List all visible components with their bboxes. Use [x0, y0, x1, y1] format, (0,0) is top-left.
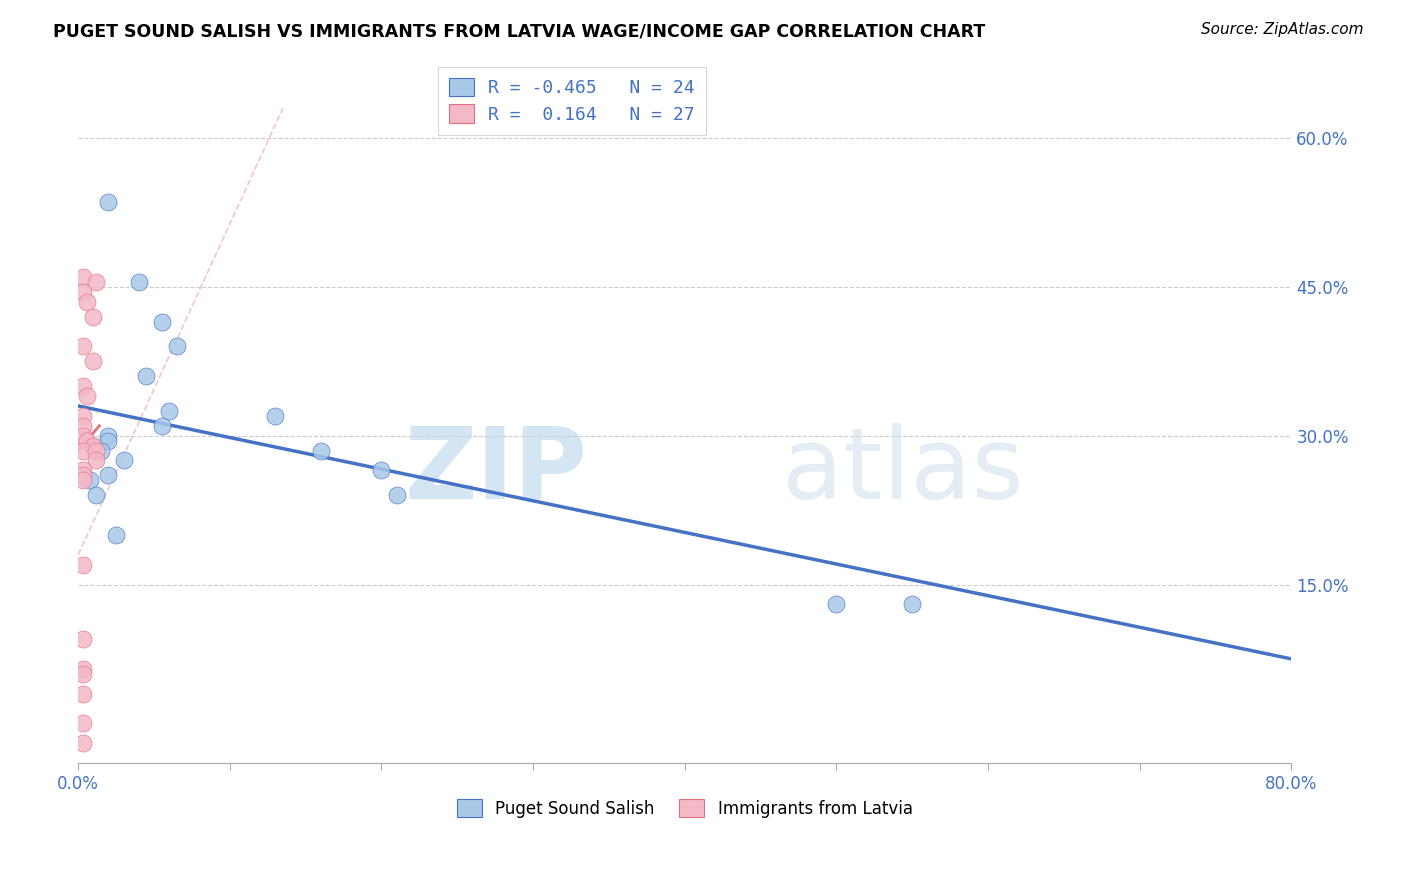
Point [86, 443, 108, 458]
Point [97, 195, 120, 210]
Point [82, 354, 104, 368]
Text: atlas: atlas [782, 423, 1024, 520]
Point [82, 439, 104, 453]
Point [72, 468, 94, 483]
Point [825, 598, 848, 612]
Text: PUGET SOUND SALISH VS IMMIGRANTS FROM LATVIA WAGE/INCOME GAP CORRELATION CHART: PUGET SOUND SALISH VS IMMIGRANTS FROM LA… [53, 22, 986, 40]
Point [72, 339, 94, 353]
Point [72, 632, 94, 646]
Text: Source: ZipAtlas.com: Source: ZipAtlas.com [1201, 22, 1364, 37]
Point [385, 488, 408, 502]
Point [76, 389, 98, 403]
Point [76, 294, 98, 309]
Point [82, 310, 104, 324]
Point [157, 404, 180, 418]
Point [97, 434, 120, 448]
Point [105, 528, 128, 542]
Point [97, 468, 120, 483]
Point [86, 275, 108, 289]
Point [72, 285, 94, 299]
Point [72, 463, 94, 477]
Point [264, 409, 287, 423]
Point [72, 428, 94, 442]
Point [166, 339, 188, 353]
Point [72, 662, 94, 676]
Point [72, 687, 94, 701]
Point [72, 736, 94, 750]
Point [72, 716, 94, 731]
Point [86, 488, 108, 502]
Point [97, 428, 120, 442]
Point [72, 558, 94, 572]
Point [72, 269, 94, 284]
Point [72, 418, 94, 433]
Point [150, 418, 173, 433]
Point [86, 453, 108, 467]
Point [76, 434, 98, 448]
Point [135, 369, 157, 384]
Point [901, 598, 924, 612]
Point [370, 463, 392, 477]
Point [72, 409, 94, 423]
Legend: Puget Sound Salish, Immigrants from Latvia: Puget Sound Salish, Immigrants from Latv… [450, 793, 920, 824]
Point [128, 275, 150, 289]
Point [72, 666, 94, 681]
Point [90, 443, 112, 458]
Point [309, 443, 332, 458]
Text: ZIP: ZIP [405, 423, 588, 520]
Point [72, 379, 94, 393]
Point [150, 314, 173, 328]
Point [72, 443, 94, 458]
Point [72, 473, 94, 487]
Point [112, 453, 135, 467]
Point [79, 473, 101, 487]
Point [82, 439, 104, 453]
